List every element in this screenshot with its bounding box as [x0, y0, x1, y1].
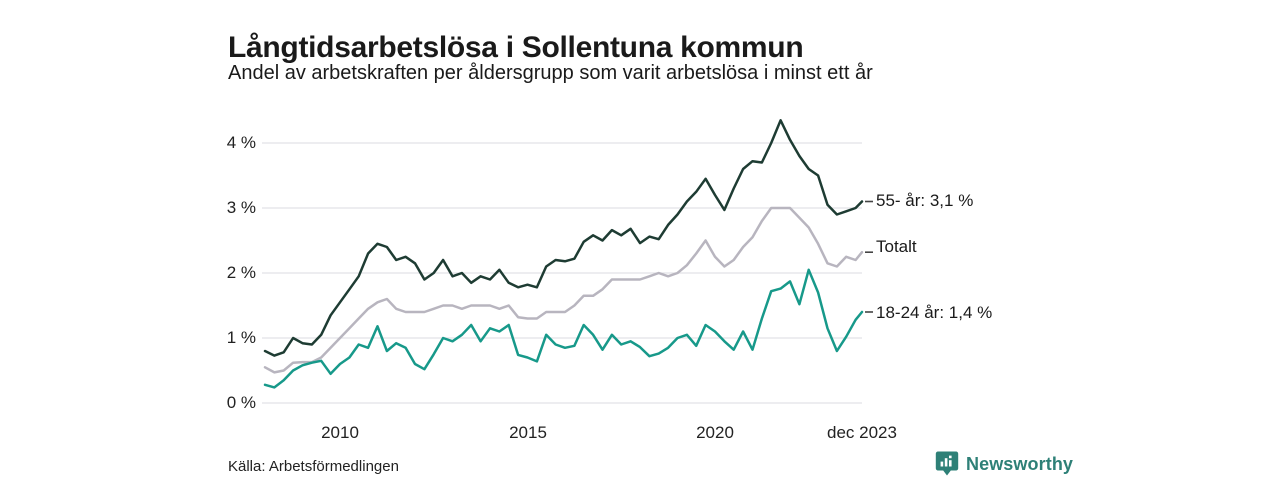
- y-axis-tick-3: 3 %: [226, 198, 256, 217]
- y-axis-tick-4: 4 %: [226, 133, 256, 152]
- x-axis-tick-2015: 2015: [509, 423, 547, 442]
- series-line-55-r: [263, 119, 864, 357]
- x-axis-tick-2010: 2010: [321, 423, 359, 442]
- series-line-18-24-r: [263, 268, 864, 389]
- series-label-18-24: 18-24 år: 1,4 %: [876, 303, 993, 322]
- x-axis-tick-2020: 2020: [696, 423, 734, 442]
- y-axis-tick-0: 0 %: [226, 393, 256, 412]
- y-axis-tick-2: 2 %: [226, 263, 256, 282]
- series-label-totalt: Totalt: [876, 237, 917, 256]
- brand-name: Newsworthy: [966, 453, 1074, 474]
- newsworthy-logo-icon: [935, 451, 959, 476]
- y-axis-tick-1: 1 %: [226, 328, 256, 347]
- x-axis-tick-dec-2023: dec 2023: [827, 423, 897, 442]
- source-attribution: Källa: Arbetsförmedlingen: [228, 458, 399, 475]
- chart-title: Långtidsarbetslösa i Sollentuna kommun: [228, 31, 804, 65]
- series-label-55-plus: 55- år: 3,1 %: [876, 191, 974, 210]
- chart-subtitle: Andel av arbetskraften per åldersgrupp s…: [228, 62, 873, 84]
- brand-logo: Newsworthy: [935, 451, 1073, 477]
- series-line-totalt: [263, 206, 864, 374]
